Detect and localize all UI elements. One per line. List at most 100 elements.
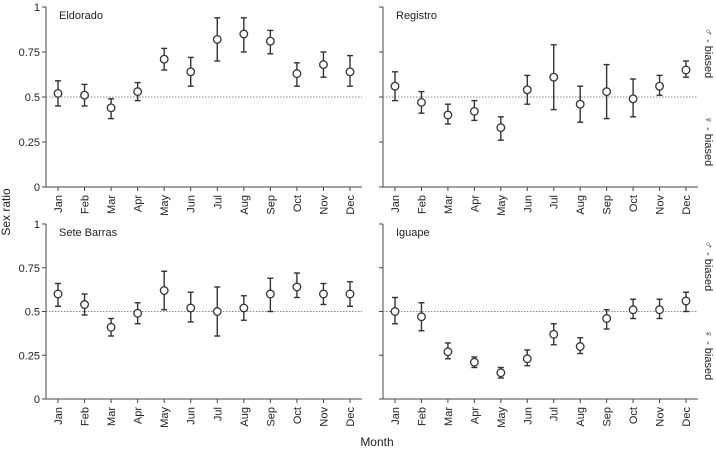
x-tick-label: Nov [655,407,667,427]
y-tick-label: 0.75 [19,47,40,59]
x-tick-label: Oct [292,407,304,424]
data-point [133,87,143,97]
panel-title: Sete Barras [59,227,118,239]
x-tick-label: Jul [212,195,224,209]
x-tick-label: May [159,195,171,216]
y-tick-label: 0 [34,394,40,406]
x-tick-label: Mar [106,195,118,214]
x-tick-label: Oct [628,407,640,424]
data-point [655,305,664,315]
female-biased-label-top: ♀ - biased [702,116,714,166]
data-point [522,85,532,95]
data-point [628,305,638,315]
data-point [186,303,196,313]
y-tick-label: 1 [34,2,40,14]
x-tick-label: Mar [106,407,118,426]
data-point [106,322,116,332]
x-tick-label: Dec [681,195,693,215]
data-point [292,282,302,292]
data-point [628,94,638,104]
data-point [443,110,453,120]
y-axis-label: Sex ratio [0,188,13,236]
data-point [53,289,63,299]
x-tick-label: May [159,407,171,428]
x-tick-label: Apr [469,195,481,212]
data-point [522,354,532,364]
x-tick-label: Dec [345,195,357,215]
male-biased-label-bottom: ♂ - biased [702,241,714,291]
data-point [417,97,426,107]
x-tick-label: Nov [655,195,667,215]
data-point [212,307,222,316]
x-tick-label: Aug [575,195,587,215]
data-point [186,67,196,77]
x-tick-label: Apr [133,407,145,424]
x-tick-label: Aug [575,407,587,427]
y-tick-label: 0 [34,182,40,194]
x-axis-label: Month [360,435,393,449]
y-tick-label: 0.25 [19,350,40,362]
x-tick-label: Nov [318,407,330,427]
x-tick-label: Jun [186,195,198,213]
data-point [212,34,222,44]
x-tick-label: Oct [292,195,304,212]
male-biased-label-top: ♂ - biased [702,28,714,78]
data-point [496,368,506,378]
y-tick-label: 0.5 [25,92,40,104]
x-tick-label: Sep [602,407,614,427]
data-point [265,289,275,299]
data-point [417,312,426,322]
female-biased-label-bottom: ♀ - biased [702,330,714,380]
x-tick-label: Jan [390,195,402,213]
data-point [575,99,585,109]
data-point [53,88,63,98]
data-point [159,286,169,295]
data-point [345,67,355,77]
panel-title: Iguape [396,227,430,239]
x-tick-label: Jul [212,407,224,421]
data-point [133,308,143,318]
x-tick-label: May [496,407,508,428]
x-tick-label: May [496,195,508,216]
x-tick-label: Dec [345,407,357,427]
x-tick-label: Feb [80,195,92,214]
data-point [345,289,355,299]
data-point [106,103,116,113]
x-tick-label: Apr [133,195,145,212]
data-point [655,81,664,91]
x-tick-label: Nov [318,195,330,215]
y-tick-label: 1 [34,219,40,231]
data-point [239,29,249,39]
x-tick-label: Feb [416,407,428,426]
data-point [602,87,612,97]
data-point [575,342,585,351]
x-tick-label: Jan [53,195,65,213]
x-tick-label: Mar [443,195,455,214]
data-point [681,296,691,306]
x-tick-label: Oct [628,195,640,212]
panel-2: 0 0.25 0.5 0.75 1 Sete Barras Jan Feb Mar Apr May J… [19,219,362,428]
y-tick-label: 0.25 [19,137,40,149]
data-point [159,54,169,64]
x-tick-label: Sep [265,407,277,427]
x-tick-label: Jul [549,407,561,421]
x-tick-label: Jun [522,407,534,425]
panel-0: 0 0.25 0.5 0.75 1 Eldorado Jan Feb Mar Apr May Jun J… [19,2,362,216]
x-tick-label: Jul [549,195,561,209]
data-point [496,123,506,133]
x-tick-label: Jan [53,407,65,425]
y-tick-label: 0.75 [19,263,40,275]
x-tick-label: Sep [602,195,614,215]
data-point [681,65,691,75]
x-tick-label: Jan [390,407,402,425]
x-tick-label: Aug [239,407,251,427]
panel-1: Registro Jan Feb Mar Apr May Jun Jul Aug Sep Oct No… [379,6,698,216]
data-point [549,329,559,339]
data-point [80,300,89,309]
data-point [602,314,612,323]
data-point [319,60,328,70]
x-tick-label: Jun [186,407,198,425]
x-tick-label: Aug [239,195,251,215]
panel-title: Registro [396,10,437,22]
